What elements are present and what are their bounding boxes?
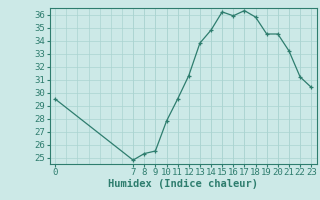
X-axis label: Humidex (Indice chaleur): Humidex (Indice chaleur)	[108, 179, 258, 189]
